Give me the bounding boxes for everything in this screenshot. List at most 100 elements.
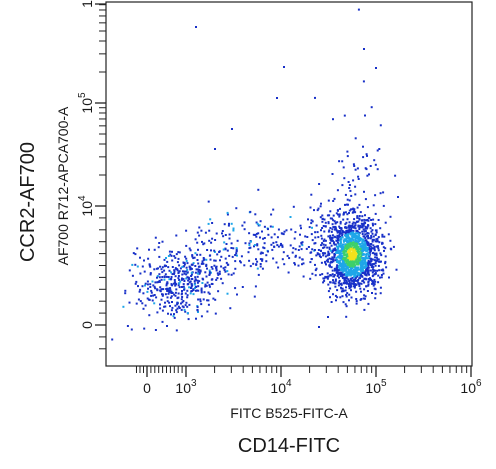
event-dot	[351, 224, 354, 227]
event-dot	[335, 299, 337, 302]
event-dot	[187, 279, 190, 282]
event-dot	[368, 244, 371, 247]
event-dot	[345, 236, 348, 239]
event-dot	[336, 264, 339, 267]
x-axis: 0 103 104 105 106	[135, 366, 482, 396]
event-dot	[161, 294, 164, 297]
event-dot	[318, 253, 321, 256]
event-dot	[195, 268, 198, 271]
event-dot	[384, 255, 387, 258]
event-dot	[293, 237, 296, 240]
event-dot	[314, 236, 317, 239]
event-dot	[330, 244, 333, 247]
event-dot	[357, 8, 360, 11]
event-dot	[177, 284, 180, 287]
event-dot	[186, 289, 189, 292]
event-dot	[342, 269, 345, 272]
event-dot	[306, 236, 309, 238]
event-dot	[347, 240, 350, 243]
event-dot	[350, 272, 353, 275]
event-dot	[372, 224, 374, 227]
event-dot	[263, 242, 266, 245]
event-dot	[366, 241, 369, 243]
event-dot	[353, 165, 356, 167]
event-dot	[367, 251, 370, 254]
event-dot	[190, 282, 193, 285]
event-dot	[338, 252, 341, 255]
event-dot	[375, 252, 378, 255]
event-dot	[196, 281, 199, 284]
event-dot	[194, 238, 197, 241]
event-dot	[334, 236, 337, 239]
event-dot	[354, 222, 357, 225]
event-dot	[345, 305, 348, 308]
event-dot	[173, 270, 176, 273]
event-dot	[361, 242, 364, 245]
event-dot	[323, 218, 326, 221]
event-dot	[277, 245, 280, 248]
event-dot	[232, 227, 235, 230]
x-tick-label: 0	[143, 380, 151, 396]
event-dot	[359, 263, 362, 266]
event-dot	[371, 279, 374, 282]
event-dot	[338, 234, 341, 237]
event-dot	[336, 269, 339, 272]
event-dot	[253, 245, 255, 248]
event-dot	[299, 224, 302, 227]
event-dot	[310, 258, 313, 260]
event-dot	[183, 288, 186, 291]
event-dot	[174, 256, 177, 259]
event-dot	[358, 234, 361, 237]
event-dot	[257, 188, 260, 191]
event-dot	[299, 233, 301, 236]
event-dot	[344, 223, 347, 226]
event-dot	[379, 292, 382, 295]
event-dot	[337, 266, 340, 268]
event-dot	[348, 257, 351, 260]
event-dot	[345, 276, 348, 279]
event-dot	[362, 263, 365, 266]
event-dot	[143, 259, 145, 262]
event-dot	[172, 282, 175, 285]
event-dot	[211, 222, 214, 224]
event-dot	[214, 239, 217, 241]
event-dot	[342, 240, 345, 243]
event-dot	[195, 317, 197, 320]
event-dot	[208, 274, 211, 276]
event-dot	[196, 309, 199, 312]
event-dot	[178, 251, 181, 254]
event-dot	[147, 298, 150, 301]
event-dot	[371, 271, 374, 274]
event-dot	[338, 249, 341, 252]
event-dot	[349, 224, 352, 227]
event-dot	[184, 310, 187, 313]
event-dot	[323, 238, 326, 241]
event-dot	[198, 265, 201, 268]
event-dot	[226, 249, 229, 252]
event-dot	[234, 260, 237, 263]
event-dot	[364, 214, 366, 217]
event-dot	[384, 247, 387, 250]
event-dot	[317, 207, 320, 210]
event-dot	[333, 241, 335, 244]
event-dot	[190, 277, 193, 280]
event-dot	[329, 287, 332, 290]
event-dot	[181, 265, 184, 268]
event-dot	[339, 265, 342, 268]
event-dot	[272, 208, 275, 211]
event-dot	[275, 241, 278, 244]
event-dot	[333, 274, 336, 276]
event-dot	[355, 232, 358, 235]
event-dot	[364, 237, 367, 239]
event-dot	[213, 249, 216, 252]
event-dot	[349, 283, 352, 286]
event-dot	[314, 231, 317, 234]
event-dot	[147, 257, 150, 260]
event-dot	[330, 236, 333, 239]
event-dot	[330, 239, 333, 242]
event-dot	[315, 267, 318, 270]
event-dot	[332, 293, 334, 296]
event-dot	[182, 265, 185, 268]
event-dot	[357, 260, 360, 263]
event-dot	[365, 153, 368, 156]
